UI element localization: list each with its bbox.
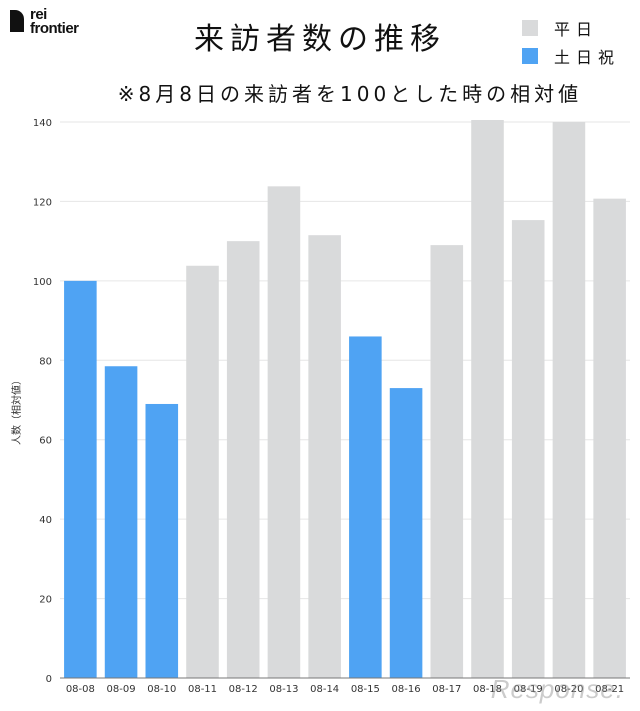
x-tick-label: 08-09 (107, 684, 136, 695)
logo-line-1: rei (30, 6, 47, 23)
watermark: Response. (490, 674, 624, 704)
x-tick-label: 08-14 (310, 684, 339, 695)
logo-text: rei frontier (30, 6, 79, 37)
x-tick-label: 08-20 (554, 684, 583, 695)
legend-item-holiday: 土日祝 (522, 44, 620, 68)
logo-line-2: frontier (30, 20, 79, 37)
y-tick-label: 0 (46, 674, 52, 685)
legend-label-holiday: 土日祝 (554, 48, 621, 67)
y-tick-label: 140 (33, 118, 52, 129)
x-tick-label: 08-16 (392, 684, 421, 695)
bar-08-13 (267, 186, 301, 678)
x-tick-label: 08-11 (188, 684, 217, 695)
brand-logo: rei frontier (10, 6, 110, 40)
legend-swatch-holiday (522, 48, 538, 64)
bar-08-10 (145, 403, 179, 678)
bar-08-12 (226, 241, 260, 678)
y-tick-label: 60 (39, 436, 52, 447)
y-tick-label: 40 (39, 515, 52, 526)
bar-08-15 (349, 336, 382, 678)
legend-item-weekday: 平日 (522, 16, 620, 40)
x-tick-label: 08-12 (229, 684, 258, 695)
y-tick-label: 100 (33, 277, 52, 288)
bar-08-11 (186, 265, 219, 678)
x-tick-label: 08-08 (66, 684, 95, 695)
bar-08-17 (430, 245, 464, 678)
bar-08-21 (593, 198, 626, 679)
x-tick-label: 08-15 (351, 684, 380, 695)
bar-08-20 (552, 122, 586, 678)
bar-08-14 (308, 235, 341, 678)
chart-legend: 平日 土日祝 (522, 16, 620, 72)
x-tick-label: 08-21 (595, 684, 624, 695)
bar-08-09 (104, 366, 138, 678)
legend-label-weekday: 平日 (554, 20, 599, 39)
y-tick-label: 120 (33, 197, 52, 208)
chart-title: 来訪者数の推移 (194, 22, 446, 57)
y-tick-label: 20 (39, 595, 52, 606)
logo-mark-icon (10, 10, 24, 32)
bar-08-19 (511, 220, 545, 678)
bar-08-16 (389, 388, 423, 678)
x-tick-label: 08-17 (432, 684, 461, 695)
x-tick-label: 08-10 (147, 684, 176, 695)
x-tick-label: 08-18 (473, 684, 502, 695)
bar-08-18 (471, 120, 504, 678)
y-tick-label: 80 (39, 356, 52, 367)
x-tick-label: 08-13 (269, 684, 298, 695)
legend-swatch-weekday (522, 20, 538, 36)
x-tick-label: 08-19 (514, 684, 543, 695)
bar-08-08 (64, 280, 97, 678)
y-axis-label: 人数（相対値） (10, 375, 23, 445)
chart-subtitle: ※8月8日の来訪者を100とした時の相対値 (117, 82, 583, 106)
